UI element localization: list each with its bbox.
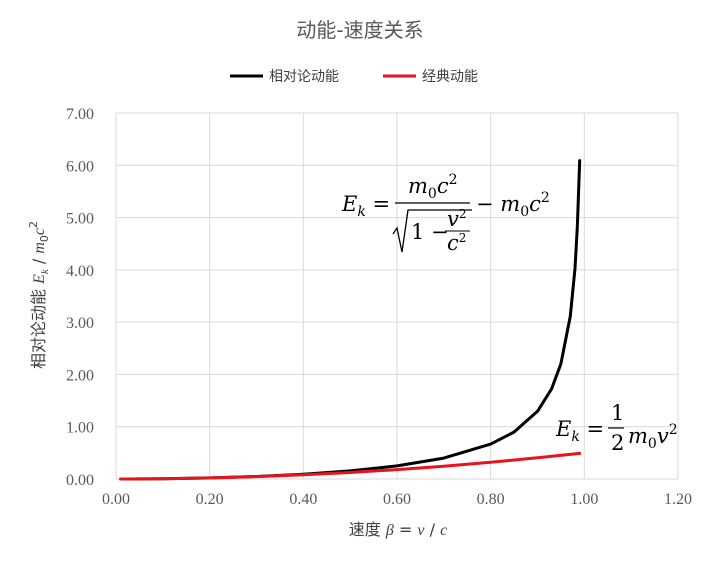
legend-label-relativistic: 相对论动能 (269, 69, 339, 85)
x-tick-label: 0.20 (196, 491, 224, 508)
y-tick-label: 4.00 (66, 263, 94, 280)
y-tick-label: 5.00 (66, 211, 94, 228)
x-tick-label: 1.20 (664, 491, 692, 508)
y-axis-label: 相对论动能 Ek / m0c2 (27, 221, 51, 369)
classical-formula: Ek = 1 2 m0v2 (555, 401, 678, 455)
x-axis-label: 速度 β = v / c (349, 520, 447, 539)
svg-text:v2: v2 (447, 207, 467, 231)
relativistic-formula: Ek = m0c2 1 − v2 c2 − m0c2 (341, 172, 550, 255)
svg-text:c2: c2 (447, 231, 466, 255)
y-tick-label: 2.00 (66, 367, 94, 384)
y-tick-label: 3.00 (66, 315, 94, 332)
svg-text:1 −: 1 − (411, 220, 449, 244)
y-tick-label: 0.00 (66, 472, 94, 489)
svg-text:Ek =: Ek = (555, 417, 604, 445)
x-tick-label: 1.00 (570, 491, 598, 508)
series-line-classical (119, 451, 582, 481)
legend: 相对论动能 经典动能 (230, 69, 478, 85)
y-tick-label: 7.00 (66, 106, 94, 123)
svg-text:1: 1 (611, 401, 624, 425)
svg-text:2: 2 (611, 431, 624, 455)
x-tick-label: 0.00 (102, 491, 130, 508)
svg-text:m0c2: m0c2 (408, 172, 458, 202)
gridlines (115, 112, 679, 480)
y-axis-ticks: 0.00 1.00 2.00 3.00 4.00 5.00 6.00 7.00 (66, 106, 94, 489)
svg-text:− m0c2: − m0c2 (476, 190, 550, 220)
x-tick-label: 0.60 (383, 491, 411, 508)
x-axis-ticks: 0.00 0.20 0.40 0.60 0.80 1.00 1.20 (102, 491, 692, 508)
y-tick-label: 1.00 (66, 420, 94, 437)
x-tick-label: 0.40 (289, 491, 317, 508)
series-lines (119, 159, 582, 481)
y-tick-label: 6.00 (66, 158, 94, 175)
legend-label-classical: 经典动能 (422, 69, 478, 85)
svg-text:Ek =: Ek = (341, 192, 390, 220)
x-tick-label: 0.80 (477, 491, 505, 508)
chart-title: 动能-速度关系 (296, 18, 423, 42)
